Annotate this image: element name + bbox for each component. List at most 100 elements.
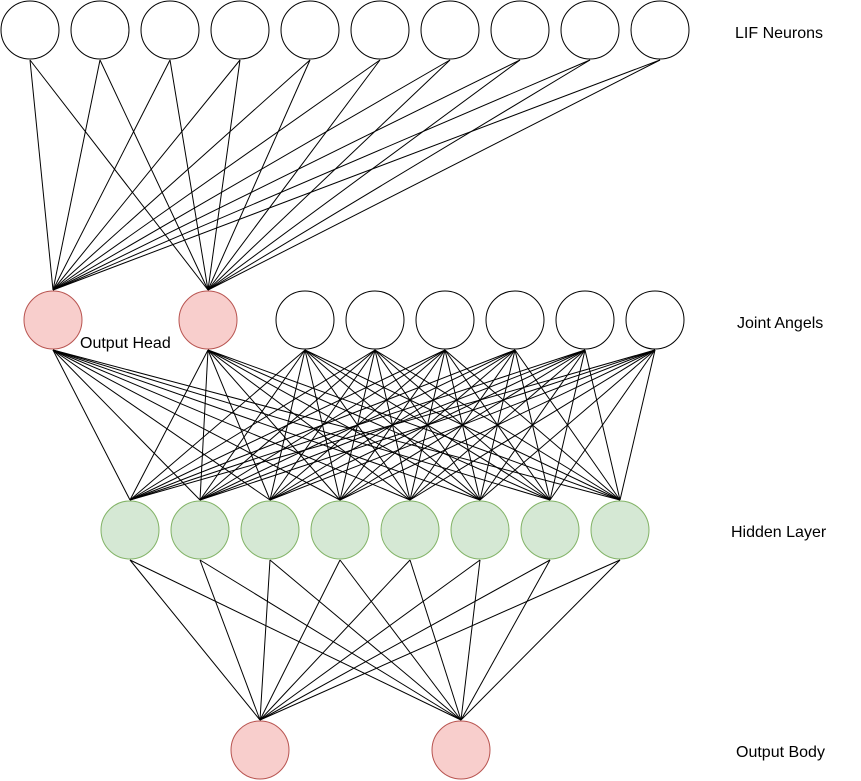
edge-head-1-to-hidden-4: [52, 349, 341, 501]
edge-hidden-8-to-body-1: [259, 559, 621, 721]
edge-lif-9-to-head-1: [52, 59, 591, 291]
joint-node-6: [625, 290, 685, 350]
joint-node-4: [485, 290, 545, 350]
edge-hidden-1-to-body-1: [129, 559, 261, 721]
body-node-2: [431, 720, 491, 780]
edge-head-2-to-hidden-5: [207, 349, 411, 501]
edge-head-2-to-hidden-7: [207, 349, 551, 501]
edge-lif-5-to-head-2: [207, 59, 311, 291]
edge-head-2-to-hidden-2: [199, 349, 209, 501]
edge-lif-8-to-head-2: [207, 59, 521, 291]
edge-hidden-1-to-body-2: [129, 559, 462, 721]
edge-lif-5-to-head-1: [52, 59, 311, 291]
edge-lif-3-to-head-2: [169, 59, 209, 291]
lif-node-2: [70, 0, 130, 60]
edge-hidden-4-to-body-2: [339, 559, 462, 721]
edge-joint-6-to-hidden-7: [549, 349, 656, 501]
output-body-label: Output Body: [736, 744, 825, 761]
edge-lif-4-to-head-1: [52, 59, 241, 291]
edge-joint-5-to-hidden-1: [129, 349, 586, 501]
edge-head-2-to-hidden-6: [207, 349, 481, 501]
edge-joint-6-to-hidden-5: [409, 349, 656, 501]
edge-hidden-3-to-body-2: [269, 559, 462, 721]
edge-head-1-to-hidden-3: [52, 349, 271, 501]
hidden-node-2: [170, 500, 230, 560]
edge-lif-6-to-head-1: [52, 59, 381, 291]
neuron-nodes: [0, 0, 690, 780]
head-node-1: [23, 290, 83, 350]
edge-joint-6-to-hidden-8: [619, 349, 656, 501]
lif-node-1: [0, 0, 60, 60]
edge-hidden-4-to-body-1: [259, 559, 341, 721]
edge-joint-1-to-hidden-1: [129, 349, 306, 501]
lif-node-7: [420, 0, 480, 60]
lif-node-4: [210, 0, 270, 60]
body-node-1: [230, 720, 290, 780]
edge-head-1-to-hidden-2: [52, 349, 201, 501]
joint-node-2: [345, 290, 405, 350]
edge-hidden-2-to-body-1: [199, 559, 261, 721]
lif-node-3: [140, 0, 200, 60]
joint-node-1: [275, 290, 335, 350]
joint-node-3: [415, 290, 475, 350]
edge-hidden-5-to-body-2: [409, 559, 462, 721]
joint-node-5: [555, 290, 615, 350]
edge-head-2-to-hidden-3: [207, 349, 271, 501]
edge-hidden-6-to-body-1: [259, 559, 481, 721]
hidden-node-4: [310, 500, 370, 560]
connection-lines: [29, 59, 661, 721]
edge-hidden-8-to-body-2: [460, 559, 621, 721]
edge-lif-1-to-head-2: [29, 59, 209, 291]
edge-lif-2-to-head-2: [99, 59, 209, 291]
joint-angels-label: Joint Angels: [737, 315, 823, 332]
edge-joint-6-to-hidden-4: [339, 349, 656, 501]
edge-joint-4-to-hidden-1: [129, 349, 516, 501]
edge-head-1-to-hidden-1: [52, 349, 131, 501]
edge-joint-6-to-hidden-6: [479, 349, 656, 501]
edge-head-2-to-hidden-4: [207, 349, 341, 501]
edge-lif-7-to-head-1: [52, 59, 451, 291]
edge-lif-7-to-head-2: [207, 59, 451, 291]
lif-node-9: [560, 0, 620, 60]
hidden-node-7: [520, 500, 580, 560]
edge-hidden-7-to-body-2: [460, 559, 551, 721]
edge-lif-6-to-head-2: [207, 59, 381, 291]
lif-node-6: [350, 0, 410, 60]
edge-lif-1-to-head-1: [29, 59, 54, 291]
edge-lif-10-to-head-1: [52, 59, 661, 291]
output-head-label: Output Head: [80, 335, 171, 352]
edge-joint-3-to-hidden-1: [129, 349, 446, 501]
edge-joint-6-to-hidden-3: [269, 349, 656, 501]
lif-node-5: [280, 0, 340, 60]
edge-lif-10-to-head-2: [207, 59, 661, 291]
edge-head-2-to-hidden-1: [129, 349, 209, 501]
lif-node-8: [490, 0, 550, 60]
edge-head-1-to-hidden-7: [52, 349, 551, 501]
edge-head-2-to-hidden-8: [207, 349, 621, 501]
head-node-2: [178, 290, 238, 350]
hidden-node-8: [590, 500, 650, 560]
hidden-node-1: [100, 500, 160, 560]
lif-node-10: [630, 0, 690, 60]
lif-neurons-label: LIF Neurons: [735, 25, 823, 42]
edge-lif-4-to-head-2: [207, 59, 241, 291]
edge-head-1-to-hidden-6: [52, 349, 481, 501]
hidden-node-6: [450, 500, 510, 560]
edge-joint-2-to-hidden-1: [129, 349, 376, 501]
edge-hidden-2-to-body-2: [199, 559, 462, 721]
hidden-layer-label: Hidden Layer: [731, 524, 827, 541]
edge-joint-6-to-hidden-1: [129, 349, 656, 501]
edge-lif-2-to-head-1: [52, 59, 101, 291]
hidden-node-5: [380, 500, 440, 560]
edge-head-1-to-hidden-5: [52, 349, 411, 501]
edge-lif-9-to-head-2: [207, 59, 591, 291]
edge-hidden-3-to-body-1: [259, 559, 271, 721]
edge-hidden-7-to-body-1: [259, 559, 551, 721]
edge-lif-8-to-head-1: [52, 59, 521, 291]
edge-head-1-to-hidden-8: [52, 349, 621, 501]
hidden-node-3: [240, 500, 300, 560]
edge-joint-6-to-hidden-2: [199, 349, 656, 501]
edge-lif-3-to-head-1: [52, 59, 171, 291]
edge-hidden-5-to-body-1: [259, 559, 411, 721]
